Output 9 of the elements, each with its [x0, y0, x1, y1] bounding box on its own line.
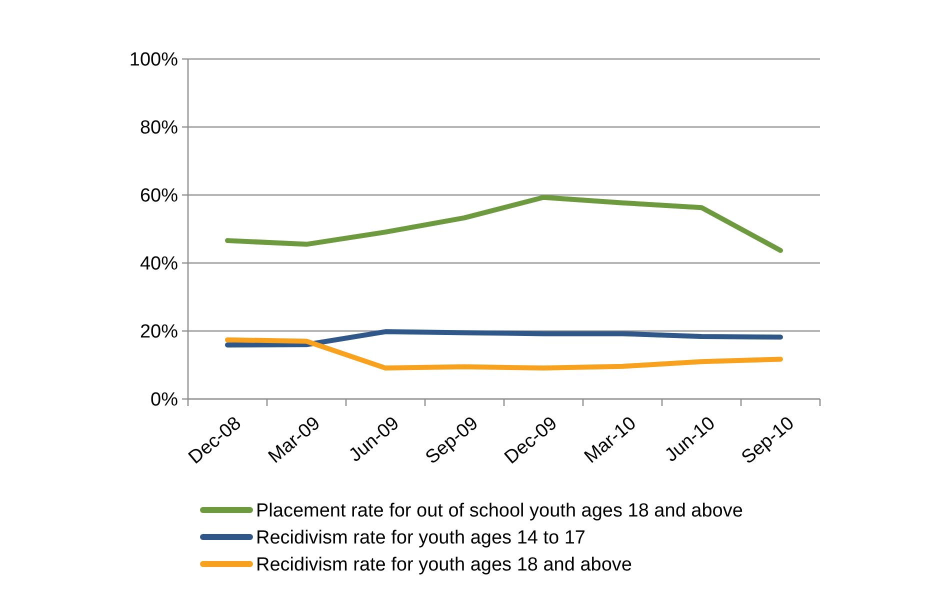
y-tick-label: 100%	[129, 50, 178, 71]
y-tick-label: 60%	[140, 186, 178, 207]
y-tick-label: 80%	[140, 118, 178, 139]
legend-label: Recidivism rate for youth ages 14 to 17	[256, 528, 586, 549]
y-tick-label: 20%	[140, 322, 178, 343]
y-tick-label: 40%	[140, 254, 178, 275]
legend-label: Placement rate for out of school youth ages 18 and above	[256, 500, 743, 522]
y-tick-label: 0%	[150, 390, 178, 411]
legend-label: Recidivism rate for youth ages 18 and above	[256, 554, 632, 576]
